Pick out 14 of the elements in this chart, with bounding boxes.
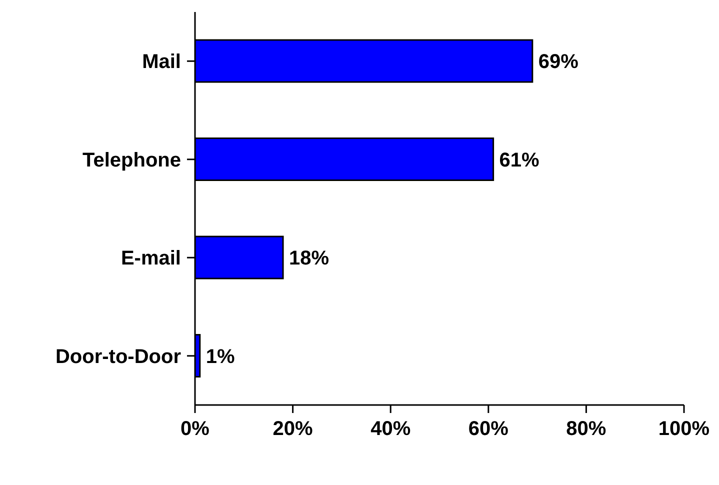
y-tick-label: E-mail	[120, 248, 181, 270]
x-tick-label: 0%	[180, 418, 210, 440]
x-tick-label: 100%	[658, 418, 710, 440]
y-tick-label: Door-to-Door	[55, 346, 182, 368]
x-tick-label: 40%	[370, 418, 411, 440]
data-label: 18%	[289, 248, 330, 270]
data-label: 69%	[538, 51, 579, 74]
y-tick-label: Telephone	[82, 149, 181, 172]
data-label: 61%	[499, 149, 540, 172]
x-tick-label: 60%	[468, 418, 509, 440]
y-tick-label: Mail	[142, 51, 181, 74]
data-label: 1%	[206, 346, 236, 368]
x-tick-label: 20%	[272, 418, 314, 440]
x-tick-label: 80%	[566, 418, 606, 440]
